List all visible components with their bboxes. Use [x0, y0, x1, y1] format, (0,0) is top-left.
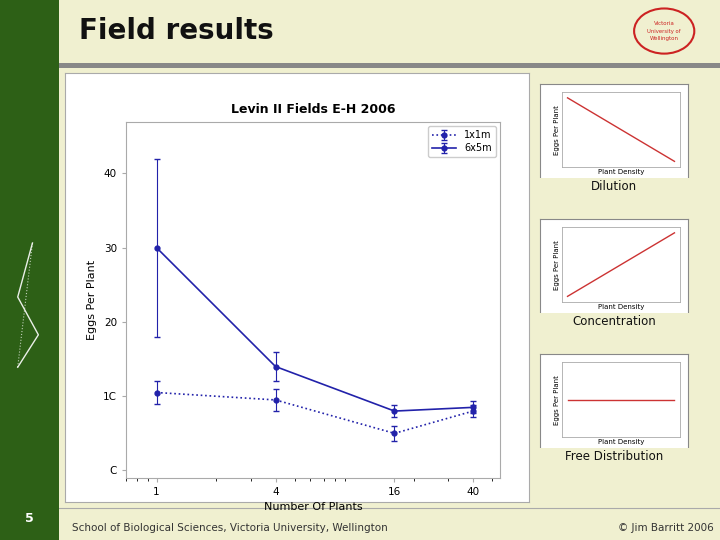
- Text: Field results: Field results: [79, 17, 274, 45]
- Y-axis label: Eggs Per Plant: Eggs Per Plant: [554, 105, 560, 154]
- Text: Concentration: Concentration: [572, 315, 656, 328]
- Text: University of: University of: [647, 29, 681, 33]
- Text: © Jim Barritt 2006: © Jim Barritt 2006: [618, 523, 714, 533]
- Text: Dilution: Dilution: [590, 180, 637, 193]
- Y-axis label: Eggs Per Plant: Eggs Per Plant: [554, 375, 560, 424]
- Text: 5: 5: [25, 512, 34, 525]
- Text: Victoria: Victoria: [654, 21, 675, 26]
- Y-axis label: Eggs Per Plant: Eggs Per Plant: [554, 240, 560, 289]
- Title: Levin II Fields E-H 2006: Levin II Fields E-H 2006: [231, 103, 395, 116]
- X-axis label: Plant Density: Plant Density: [598, 439, 644, 445]
- Text: Wellington: Wellington: [649, 36, 679, 41]
- X-axis label: Plant Density: Plant Density: [598, 304, 644, 310]
- X-axis label: Number Of Plants: Number Of Plants: [264, 503, 362, 512]
- Y-axis label: Eggs Per Plant: Eggs Per Plant: [87, 260, 97, 340]
- Text: School of Biological Sciences, Victoria University, Wellington: School of Biological Sciences, Victoria …: [72, 523, 388, 533]
- Legend: 1x1m, 6x5m: 1x1m, 6x5m: [428, 126, 495, 157]
- Text: Free Distribution: Free Distribution: [564, 450, 663, 463]
- X-axis label: Plant Density: Plant Density: [598, 169, 644, 175]
